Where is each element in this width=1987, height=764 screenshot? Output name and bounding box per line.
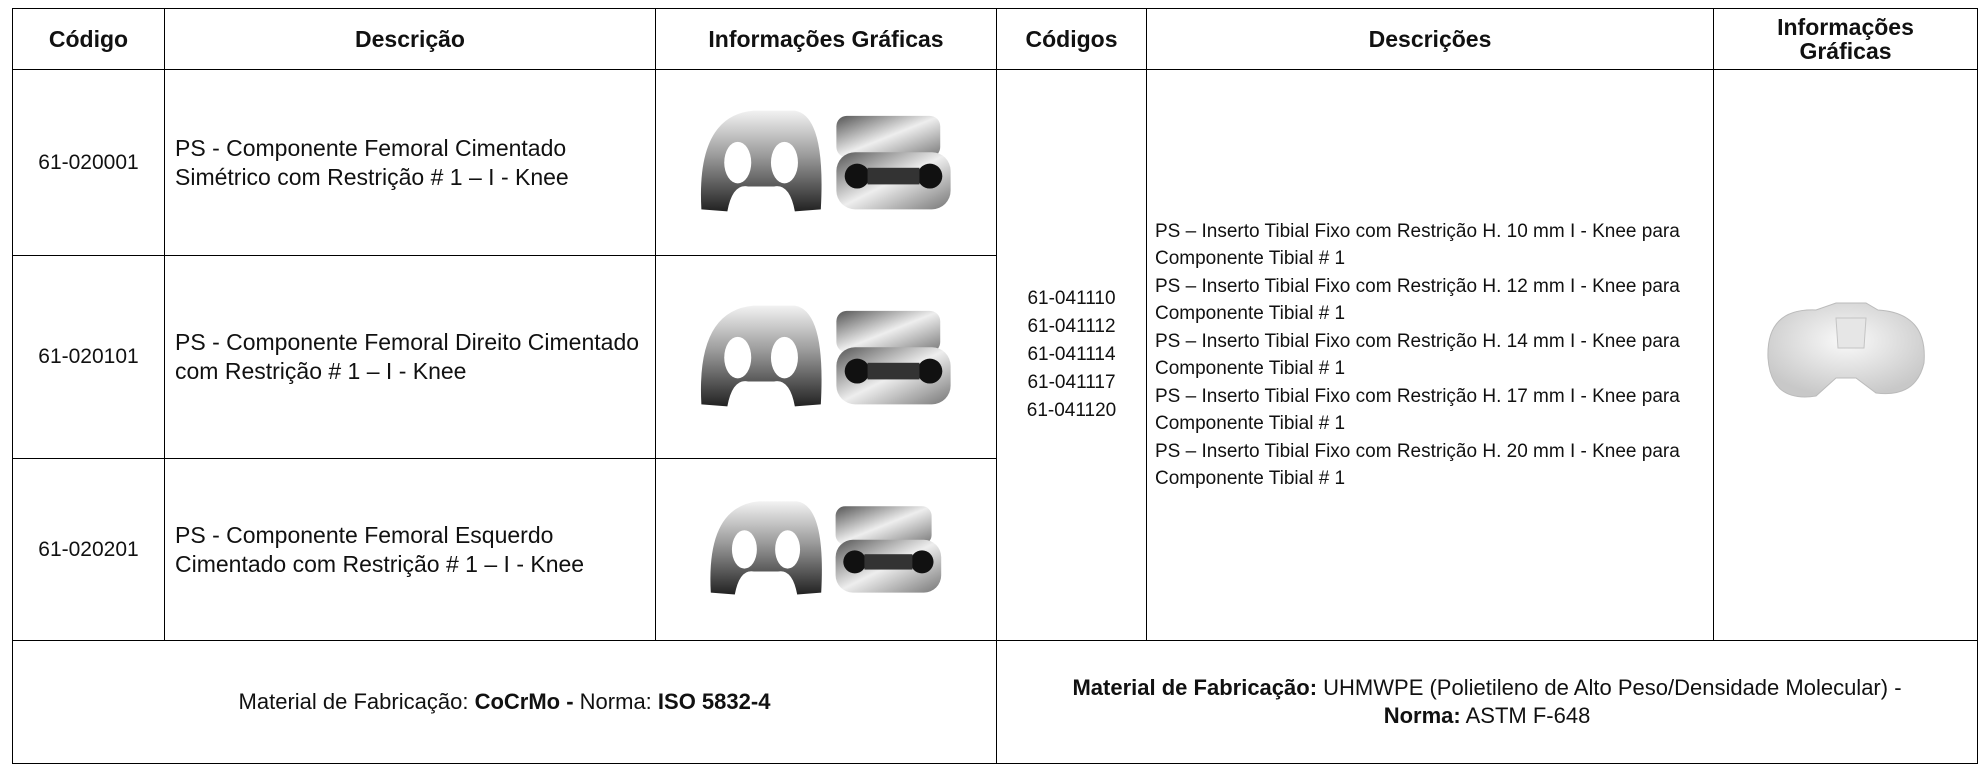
header-cell: Informações Gráficas <box>1713 8 1978 70</box>
label: Material de Fabricação: <box>1072 675 1318 700</box>
value: CoCrMo - <box>474 689 574 714</box>
header-cell: Descrições <box>1146 8 1714 70</box>
description: PS – Inserto Tibial Fixo com Restrição H… <box>1155 220 1680 270</box>
image-cell <box>1713 69 1978 641</box>
footer-row: Material de Fabricação: CoCrMo - Norma: … <box>12 640 1978 764</box>
header-cell: Código <box>12 8 165 70</box>
description: PS - Componente Femoral Esquerdo Cimenta… <box>164 458 656 641</box>
value: ASTM F-648 <box>1465 703 1591 728</box>
image-cell <box>655 255 997 459</box>
code: 61-020201 <box>12 458 165 641</box>
code: 61-020101 <box>12 255 165 459</box>
insert-codes: 61-041110 61-041112 61-041114 61-041117 … <box>996 69 1147 641</box>
description: PS - Componente Femoral Direito Cimentad… <box>164 255 656 459</box>
description: PS – Inserto Tibial Fixo com Restrição H… <box>1155 330 1680 380</box>
code: 61-041120 <box>1026 400 1117 421</box>
header-row: Código Descrição Informações Gráficas Có… <box>12 8 1978 70</box>
code: 61-020001 <box>12 69 165 256</box>
value: ISO 5832-4 <box>657 689 771 714</box>
image-cell <box>655 458 997 641</box>
code: 61-041112 <box>1027 316 1116 337</box>
row: 61-020101 PS - Componente Femoral Direit… <box>12 255 1978 459</box>
label: Material de Fabricação: <box>238 689 469 714</box>
header-cell: Informações Gráficas <box>655 8 997 70</box>
row: 61-020001 PS - Componente Femoral Ciment… <box>12 69 1978 641</box>
value: UHMWPE (Polietileno de Alto Peso/Densida… <box>1323 675 1902 700</box>
code: 61-041114 <box>1027 344 1116 365</box>
code: 61-041110 <box>1027 288 1116 309</box>
description: PS – Inserto Tibial Fixo com Restrição H… <box>1155 440 1680 490</box>
row: 61-020201 PS - Componente Femoral Esquer… <box>12 458 1978 641</box>
footer-left: Material de Fabricação: CoCrMo - Norma: … <box>12 640 997 764</box>
header-cell: Descrição <box>164 8 656 70</box>
header-cell: Códigos <box>996 8 1147 70</box>
description: PS – Inserto Tibial Fixo com Restrição H… <box>1155 385 1680 435</box>
label: Norma: <box>579 689 652 714</box>
code: 61-041117 <box>1027 372 1116 393</box>
product-table: Código Descrição Informações Gráficas Có… <box>12 8 1978 764</box>
label: Norma: <box>1383 703 1461 728</box>
femoral-image <box>700 110 951 212</box>
description: PS – Inserto Tibial Fixo com Restrição H… <box>1155 275 1680 325</box>
footer-right: Material de Fabricação: UHMWPE (Polietil… <box>996 640 1978 764</box>
insert-image <box>1766 302 1925 397</box>
description: PS - Componente Femoral Cimentado Simétr… <box>164 69 656 256</box>
femoral-image <box>700 305 951 406</box>
femoral-image <box>710 501 942 595</box>
image-cell <box>655 69 997 256</box>
insert-descriptions: PS – Inserto Tibial Fixo com Restrição H… <box>1146 69 1714 641</box>
